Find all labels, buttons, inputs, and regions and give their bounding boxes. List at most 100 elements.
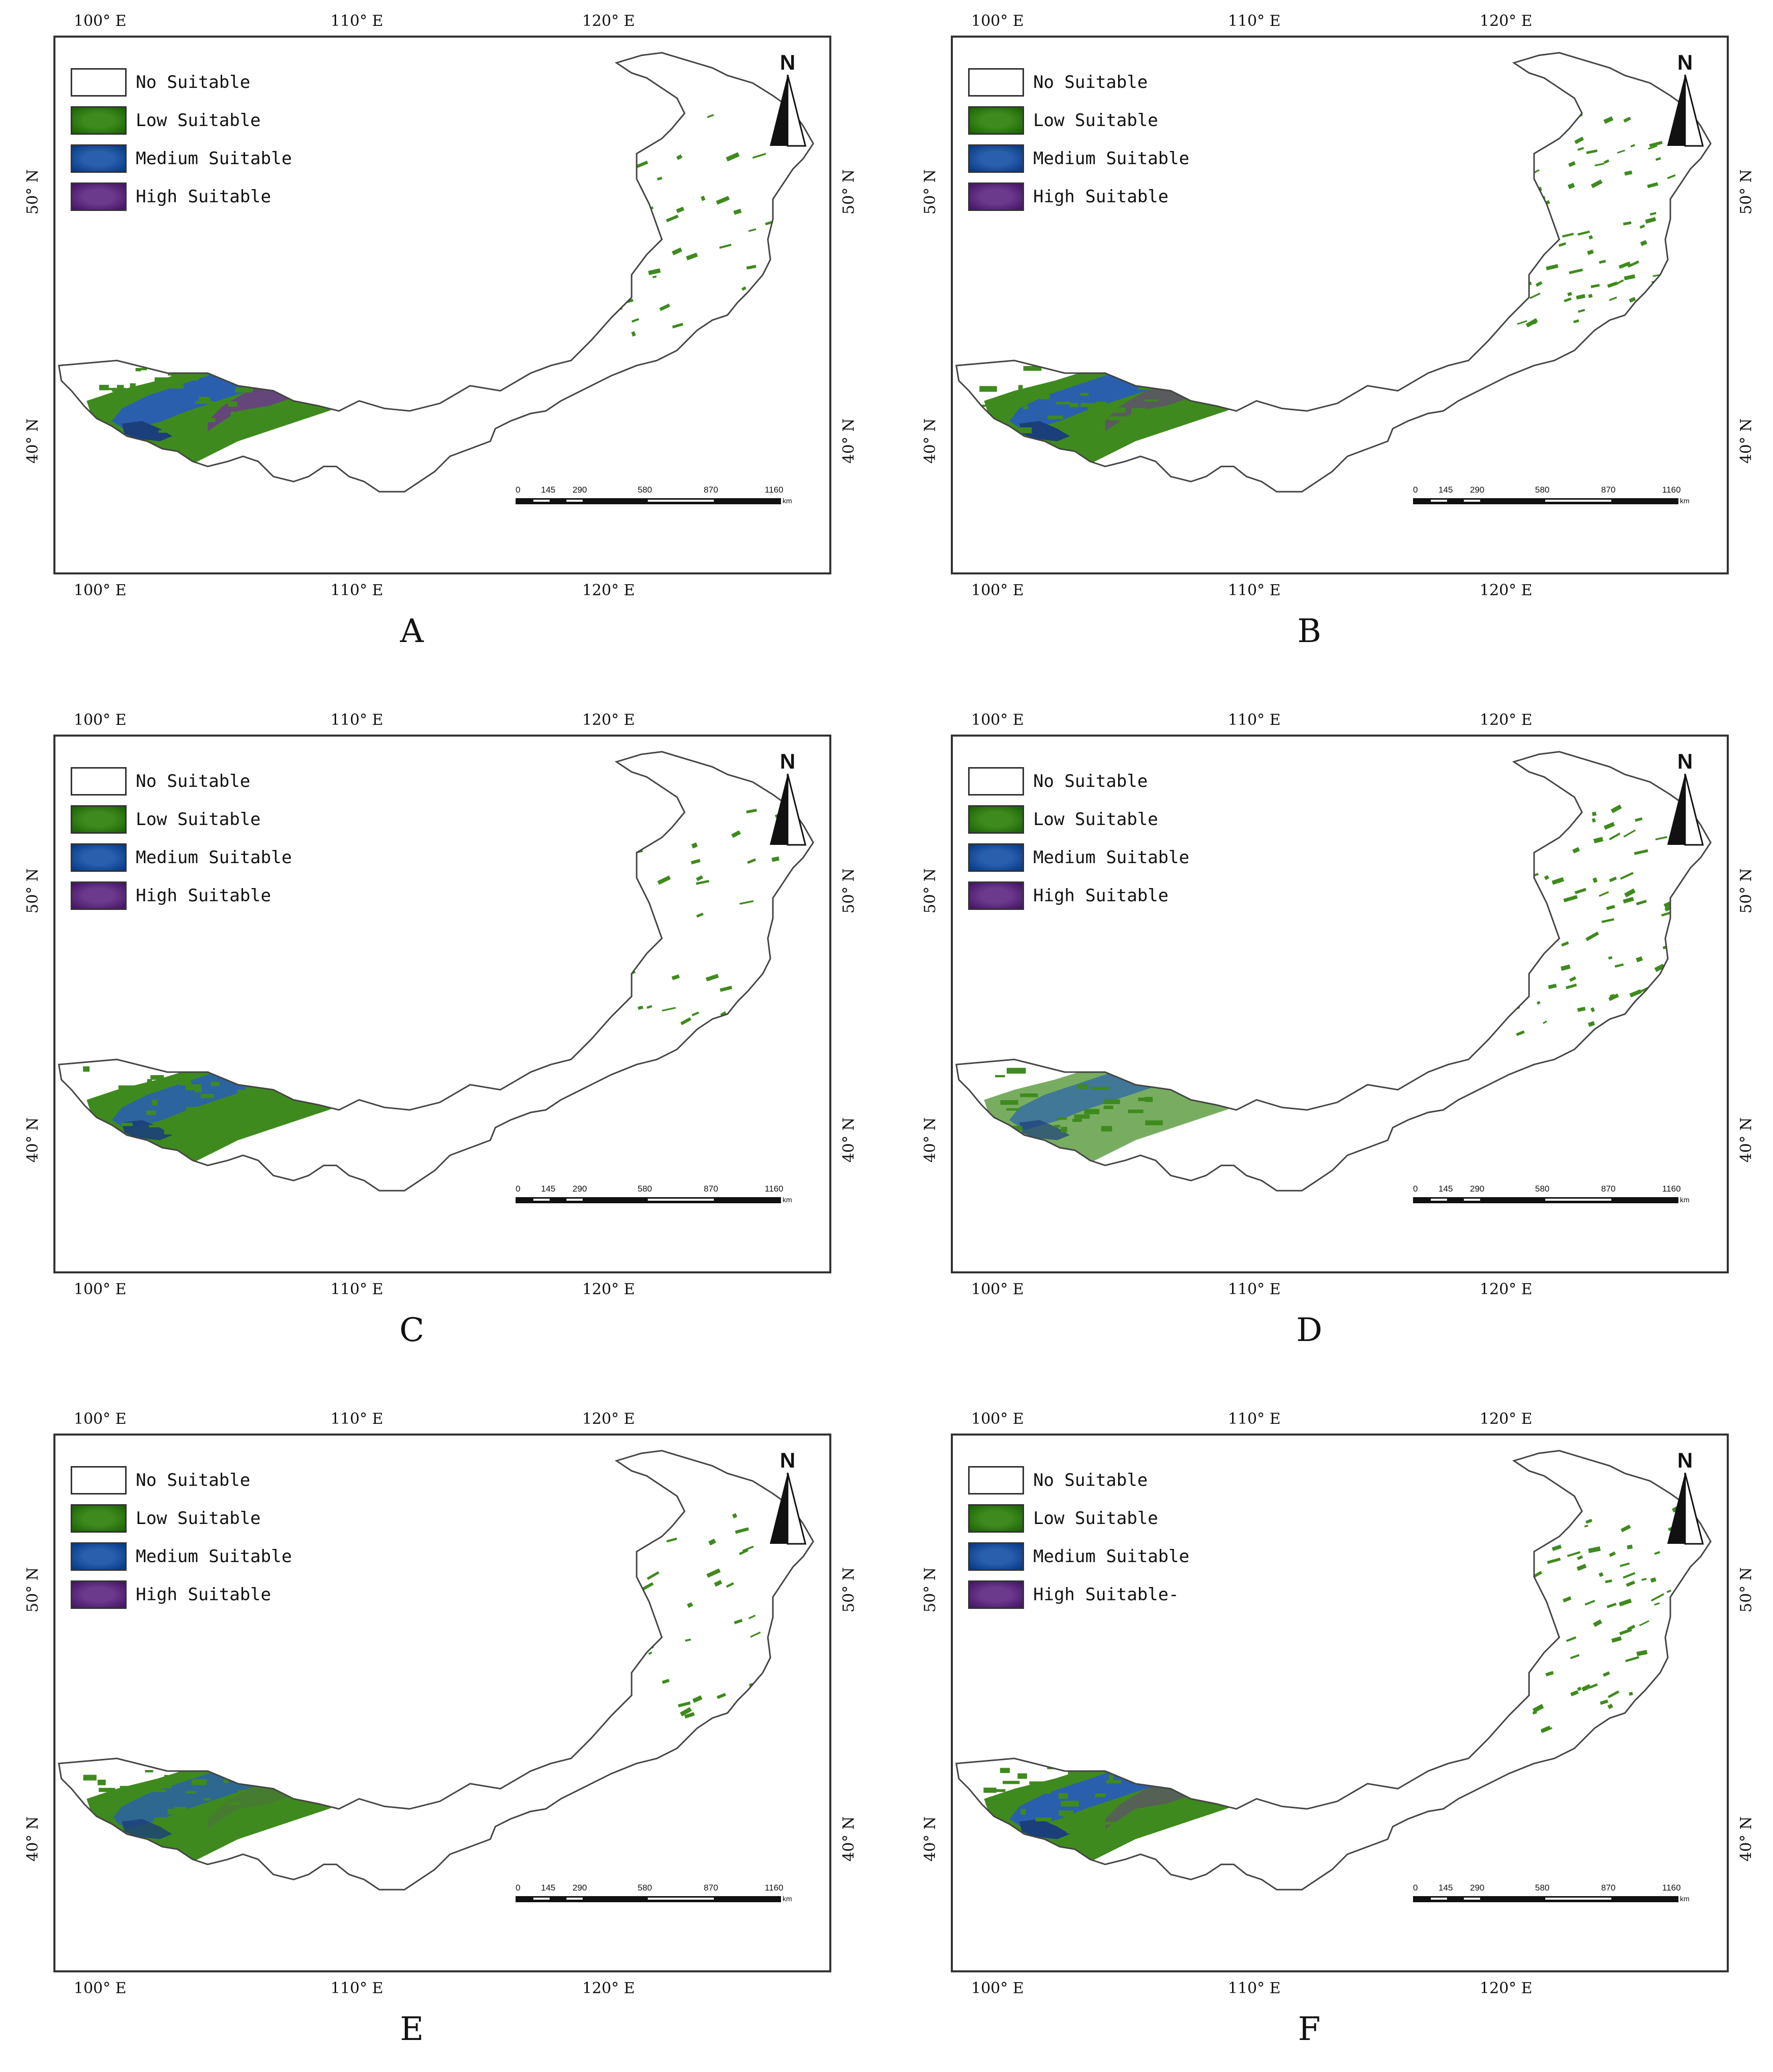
- low-suitable-patch: [121, 1122, 133, 1126]
- scale-bar-segment: [1431, 1898, 1447, 1900]
- legend-label: High Suitable: [1033, 186, 1169, 207]
- low-suitable-patch: [642, 231, 650, 237]
- low-suitable-patch: [1624, 170, 1633, 176]
- low-suitable-patch: [1599, 891, 1609, 897]
- low-suitable-patch: [1619, 1628, 1632, 1635]
- low-suitable-patch: [1601, 918, 1614, 923]
- low-suitable-patch: [719, 986, 733, 992]
- legend-swatch: [968, 805, 1024, 834]
- low-suitable-patch: [1647, 182, 1659, 189]
- low-suitable-patch: [1577, 147, 1584, 151]
- low-suitable-patch: [1649, 211, 1657, 216]
- suitability-map: [955, 1450, 1712, 1891]
- latitude-tick-label: 40° N: [921, 418, 939, 464]
- panel-label: D: [1296, 1312, 1323, 1349]
- longitude-tick-label: 100° E: [971, 12, 1024, 30]
- low-suitable-patch: [1618, 1598, 1632, 1607]
- low-suitable-patch: [1128, 1109, 1144, 1113]
- north-label: N: [1677, 1448, 1693, 1472]
- map-panel: 100° E 100° E 110° E 110° E 120° E 120° E 50° …: [23, 10, 867, 661]
- low-suitable-patch: [155, 377, 168, 383]
- low-suitable-patch: [1608, 956, 1613, 960]
- low-suitable-patch: [175, 384, 184, 388]
- low-suitable-patch: [1648, 145, 1658, 150]
- low-suitable-patch: [164, 1129, 183, 1135]
- low-suitable-patch: [741, 286, 746, 291]
- scale-label: 580: [638, 1184, 652, 1194]
- low-suitable-patch: [1655, 836, 1668, 840]
- low-suitable-patch: [112, 388, 123, 392]
- low-suitable-patch: [147, 1079, 152, 1083]
- scale-bar: 0 145 290 580 870 1160 km: [1413, 485, 1690, 515]
- low-suitable-patch: [612, 178, 621, 185]
- low-suitable-patch: [1585, 1518, 1592, 1524]
- latitude-tick-label: 50° N: [921, 868, 939, 913]
- legend-label: No Suitable: [1033, 1470, 1148, 1490]
- legend: No Suitable Low Suitable Medium Suitable Hi…: [71, 1461, 292, 1613]
- low-suitable-patch: [696, 912, 704, 918]
- low-suitable-patch: [146, 1110, 156, 1115]
- map-panel: 100° E 100° E 110° E 110° E 120° E 120° E 50° …: [920, 709, 1764, 1360]
- low-suitable-patch: [619, 822, 629, 830]
- legend-swatch: [968, 843, 1024, 872]
- longitude-tick-label: 110° E: [1228, 1410, 1281, 1428]
- region-no-suitable: [956, 751, 1711, 1191]
- legend: No Suitable Low Suitable Medium Suitable Hi…: [968, 63, 1189, 216]
- low-suitable-patch: [651, 1510, 663, 1518]
- low-suitable-patch: [739, 1549, 749, 1556]
- low-suitable-patch: [690, 859, 701, 865]
- latitude-tick-label: 50° N: [23, 1567, 42, 1612]
- low-suitable-patch: [1623, 829, 1636, 838]
- low-suitable-patch: [1655, 157, 1661, 161]
- low-suitable-patch: [1145, 1120, 1163, 1125]
- scale-label: 145: [541, 1883, 556, 1893]
- panel-label: A: [400, 613, 424, 650]
- low-suitable-patch: [1532, 1703, 1544, 1713]
- longitude-tick-label: 100° E: [74, 711, 127, 729]
- suitability-map: [58, 52, 815, 493]
- low-suitable-patch: [1606, 1602, 1617, 1608]
- suitability-map: [58, 751, 815, 1192]
- legend-swatch: [71, 843, 127, 872]
- low-suitable-patch: [198, 1117, 207, 1123]
- low-suitable-patch: [1062, 1812, 1069, 1817]
- region-no-suitable: [58, 751, 814, 1191]
- north-arrow-icon: [1667, 1473, 1704, 1545]
- longitude-tick-label: 120° E: [582, 582, 635, 599]
- low-suitable-patch: [130, 383, 136, 389]
- low-suitable-patch: [1587, 249, 1594, 255]
- low-suitable-patch: [1585, 931, 1599, 941]
- low-suitable-patch: [1513, 1630, 1526, 1639]
- low-suitable-patch: [1624, 274, 1636, 281]
- low-suitable-patch: [1649, 1003, 1659, 1011]
- low-suitable-patch: [1514, 932, 1518, 937]
- panel-label: B: [1297, 613, 1321, 650]
- low-suitable-patch: [716, 1693, 726, 1699]
- latitude-tick-label: 40° N: [1737, 1816, 1755, 1862]
- region-high-suitable: [1457, 169, 1479, 195]
- low-suitable-patch: [734, 1619, 743, 1625]
- low-suitable-patch: [1020, 1809, 1026, 1815]
- low-suitable-patch: [1661, 911, 1670, 917]
- low-suitable-patch: [1577, 1007, 1586, 1012]
- region-no-suitable: [956, 1450, 1711, 1890]
- low-suitable-patch: [1068, 1770, 1076, 1776]
- low-suitable-patch: [758, 1005, 765, 1012]
- low-suitable-patch: [1524, 1550, 1535, 1559]
- low-suitable-patch: [657, 176, 663, 181]
- scale-label: 580: [638, 1883, 652, 1893]
- region-no-suitable: [956, 52, 1711, 492]
- legend-swatch: [71, 805, 127, 834]
- region-high-suitable: [560, 1567, 581, 1593]
- low-suitable-patch: [1023, 405, 1029, 409]
- north-label: N: [779, 1448, 796, 1472]
- low-suitable-patch: [700, 196, 706, 201]
- low-suitable-patch: [1639, 224, 1645, 229]
- low-suitable-patch: [759, 316, 764, 320]
- latitude-tick-label: 40° N: [839, 1816, 858, 1862]
- low-suitable-patch: [186, 1084, 201, 1090]
- low-suitable-patch: [1611, 1636, 1622, 1643]
- scale-bar-segment: [648, 1898, 714, 1900]
- scale-bar: 0 145 290 580 870 1160 km: [1413, 1184, 1690, 1214]
- scale-label: 1160: [1662, 1883, 1681, 1893]
